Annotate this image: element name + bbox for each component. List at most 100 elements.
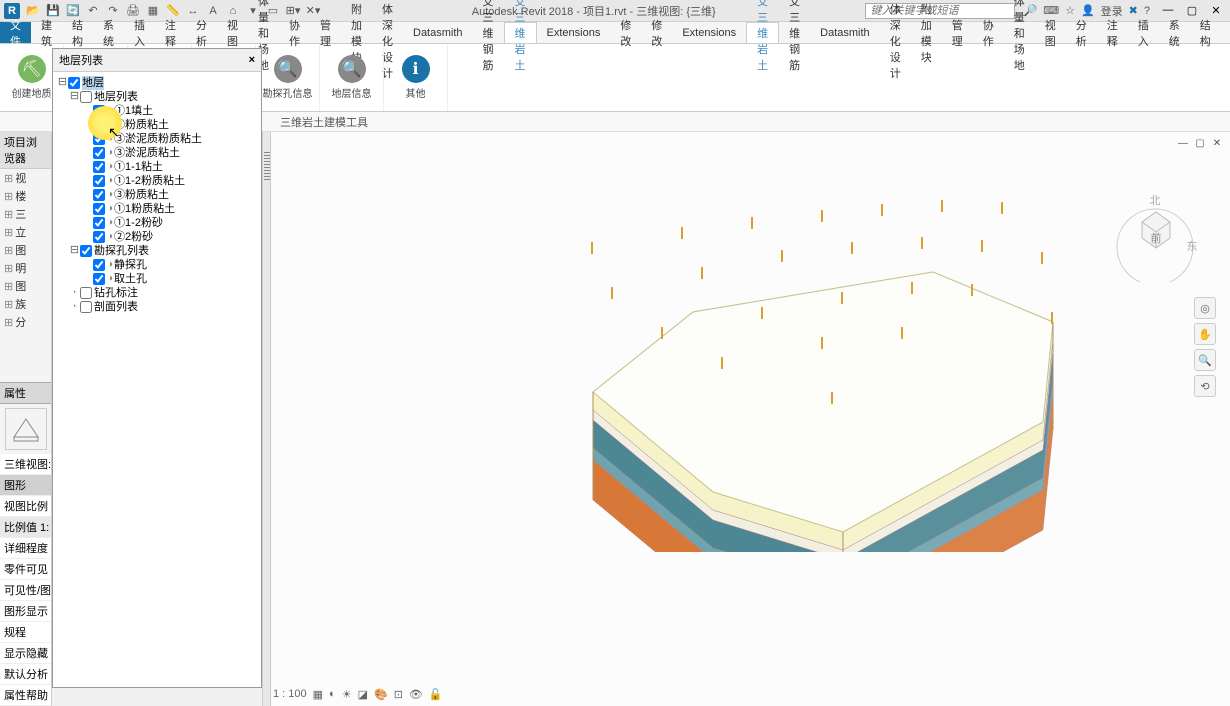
close-button[interactable]: ✕ xyxy=(1206,4,1226,17)
exchange-icon[interactable]: ✖ xyxy=(1129,4,1138,17)
qat-grid-icon[interactable]: ▦ xyxy=(144,2,162,20)
property-row[interactable]: 零件可见 xyxy=(0,559,51,580)
tree-checkbox[interactable] xyxy=(93,273,105,285)
ribbon-tab[interactable]: 附加模块 xyxy=(911,22,942,43)
ribbon-tab[interactable]: 修改 xyxy=(610,22,641,43)
tree-group[interactable]: ·钻孔标注 xyxy=(55,286,259,300)
ribbon-button[interactable]: ℹ 其他 xyxy=(384,44,448,111)
tree-item[interactable]: ◑①1-2粉质粘土 xyxy=(55,174,259,188)
ribbon-tab[interactable]: 艾三维岩土 xyxy=(504,22,537,43)
tree-item[interactable]: ◑③粉质粘土 xyxy=(55,188,259,202)
nav-pan-icon[interactable]: ✋ xyxy=(1194,323,1216,345)
property-row[interactable]: 可见性/图 xyxy=(0,580,51,601)
tree-checkbox[interactable] xyxy=(68,77,80,89)
ribbon-tab[interactable]: Datasmith xyxy=(810,22,880,43)
property-row[interactable]: 属性帮助 xyxy=(0,685,51,706)
ribbon-tab[interactable]: 结构 xyxy=(62,22,93,43)
property-row[interactable]: 默认分析 xyxy=(0,664,51,685)
browser-item[interactable]: ⊞分 xyxy=(0,313,51,331)
ribbon-tab[interactable]: 分析 xyxy=(1066,22,1097,43)
browser-item[interactable]: ⊞视 xyxy=(0,169,51,187)
tree-checkbox[interactable] xyxy=(93,119,105,131)
scale-label[interactable]: 1 : 100 xyxy=(273,688,307,700)
tree-checkbox[interactable] xyxy=(93,105,105,117)
property-row[interactable]: 比例值 1: 100 xyxy=(0,517,51,538)
tree-item[interactable]: ◑②2粉砂 xyxy=(55,230,259,244)
ribbon-tab[interactable]: 插入 xyxy=(1128,22,1159,43)
ribbon-tab[interactable]: 协作 xyxy=(279,22,310,43)
close-icon[interactable]: × xyxy=(249,54,255,66)
property-row[interactable]: 规程 xyxy=(0,622,51,643)
user-icon[interactable]: 👤 xyxy=(1081,4,1095,17)
tree-checkbox[interactable] xyxy=(93,259,105,271)
tree-checkbox[interactable] xyxy=(93,189,105,201)
tree-item[interactable]: ◑③淤泥质粘土 xyxy=(55,146,259,160)
ribbon-button[interactable]: 🔍 勘探孔信息 xyxy=(256,44,320,111)
qat-undo-icon[interactable]: ↶ xyxy=(84,2,102,20)
ribbon-tab[interactable]: 体量和场地 xyxy=(1004,22,1035,43)
tree-checkbox[interactable] xyxy=(80,245,92,257)
ribbon-tab[interactable]: 协作 xyxy=(973,22,1004,43)
file-tab[interactable]: 文件 xyxy=(0,22,31,43)
keytips-icon[interactable]: ⌨ xyxy=(1043,4,1059,17)
tree-checkbox[interactable] xyxy=(80,91,92,103)
browser-item[interactable]: ⊞族 xyxy=(0,295,51,313)
browser-item[interactable]: ⊞图 xyxy=(0,277,51,295)
ribbon-tab[interactable]: 视图 xyxy=(1035,22,1066,43)
tree-checkbox[interactable] xyxy=(93,217,105,229)
tree-checkbox[interactable] xyxy=(80,301,92,313)
tree-checkbox[interactable] xyxy=(93,133,105,145)
viewcube[interactable]: 前 北 东 xyxy=(1110,192,1200,282)
ribbon-button[interactable]: 🔍 地层信息 xyxy=(320,44,384,111)
visual-style-icon[interactable]: ◐ xyxy=(329,688,336,700)
ribbon-tab[interactable]: 管理 xyxy=(310,22,341,43)
crop-icon[interactable]: ⊡ xyxy=(394,688,403,701)
tree-item[interactable]: ◑②粉质粘土 xyxy=(55,118,259,132)
tree-group[interactable]: ⊟地层列表 xyxy=(55,90,259,104)
ribbon-tab[interactable]: 注释 xyxy=(1097,22,1128,43)
tree-item[interactable]: ◑取土孔 xyxy=(55,272,259,286)
ribbon-tab[interactable]: 分析 xyxy=(186,22,217,43)
tree-item[interactable]: ◑①1填土 xyxy=(55,104,259,118)
qat-open-icon[interactable]: 📂 xyxy=(24,2,42,20)
ribbon-tab[interactable]: 修改 xyxy=(641,22,672,43)
tree-group[interactable]: ⊟勘探孔列表 xyxy=(55,244,259,258)
ribbon-tab[interactable]: 艾三维钢筋 xyxy=(779,22,810,43)
view-min-icon[interactable]: — xyxy=(1176,138,1190,152)
viewport[interactable]: — ▢ ✕ 前 北 东 ◎ ✋ 🔍 ⟲ 1 : 100 ▦ ◐ ☀ ◪ 🎨 xyxy=(262,132,1230,706)
tree-checkbox[interactable] xyxy=(93,231,105,243)
help-icon[interactable]: ? xyxy=(1144,5,1150,17)
ribbon-tab[interactable]: 管理 xyxy=(942,22,973,43)
property-row[interactable]: 图形显示 xyxy=(0,601,51,622)
ribbon-tab[interactable]: 视图 xyxy=(217,22,248,43)
nav-zoom-icon[interactable]: 🔍 xyxy=(1194,349,1216,371)
ribbon-tab[interactable]: 艾三维岩土 xyxy=(746,22,779,43)
tree-checkbox[interactable] xyxy=(93,175,105,187)
minimize-button[interactable]: — xyxy=(1158,4,1178,17)
browser-item[interactable]: ⊞图 xyxy=(0,241,51,259)
tree-checkbox[interactable] xyxy=(93,147,105,159)
property-row[interactable]: 显示隐藏 xyxy=(0,643,51,664)
browser-item[interactable]: ⊞楼 xyxy=(0,187,51,205)
tree-item[interactable]: ◑③淤泥质粉质粘土 xyxy=(55,132,259,146)
nav-fullnav-icon[interactable]: ◎ xyxy=(1194,297,1216,319)
tree-root[interactable]: ⊟地层 xyxy=(55,76,259,90)
ribbon-tab[interactable]: 系统 xyxy=(93,22,124,43)
view-max-icon[interactable]: ▢ xyxy=(1193,138,1207,152)
ribbon-tab[interactable]: 砌体深化设计 xyxy=(372,22,403,43)
shadow-icon[interactable]: ◪ xyxy=(358,688,368,701)
tree-item[interactable]: ◑①1粉质粘土 xyxy=(55,202,259,216)
ribbon-tab[interactable]: 结构 xyxy=(1190,22,1221,43)
tree-checkbox[interactable] xyxy=(80,287,92,299)
ribbon-tab[interactable]: 建筑 xyxy=(1221,22,1230,43)
tree-checkbox[interactable] xyxy=(93,161,105,173)
tree-item[interactable]: ◑①1-1粘土 xyxy=(55,160,259,174)
tree-group[interactable]: ·剖面列表 xyxy=(55,300,259,314)
tree-checkbox[interactable] xyxy=(93,203,105,215)
ribbon-tab[interactable]: 建筑 xyxy=(31,22,62,43)
property-row[interactable]: 详细程度 xyxy=(0,538,51,559)
panel-resize-handle[interactable] xyxy=(263,132,271,706)
view-type-icon[interactable] xyxy=(5,408,47,450)
favorite-icon[interactable]: ☆ xyxy=(1065,4,1075,17)
browser-item[interactable]: ⊞立 xyxy=(0,223,51,241)
